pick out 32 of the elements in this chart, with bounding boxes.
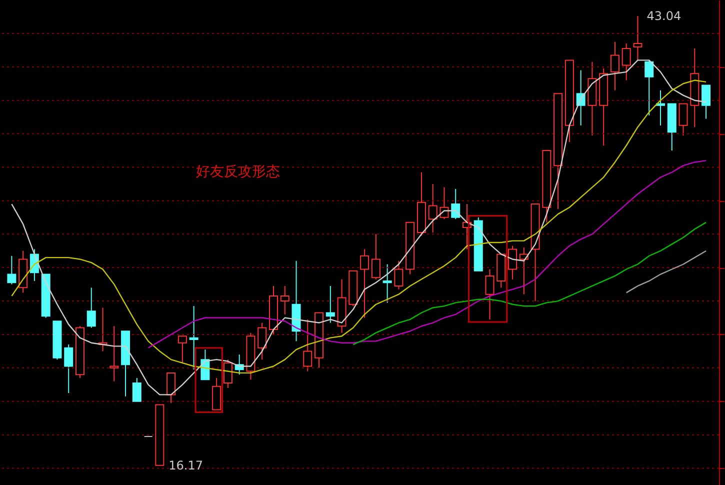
candlestick [702,84,711,120]
candlestick [394,260,404,290]
candlestick [166,372,176,404]
candlestick [508,245,518,280]
candlestick [451,188,460,220]
annotation: 43.04 [646,9,682,24]
candlestick [303,318,312,372]
candlestick [622,42,631,81]
candlestick [656,90,665,126]
candlestick [644,60,654,116]
candlestick [371,234,380,280]
candlestick [678,103,688,136]
candlestick [633,16,642,61]
candlestick [258,322,267,360]
candlestick [132,377,142,402]
candlestick [212,377,222,410]
candlestick [189,306,198,370]
candlestick [178,336,187,364]
annotation: 16.17 [168,458,204,472]
candlestick [86,287,96,328]
candlestick [485,268,494,320]
candlestick [110,326,119,382]
candlestick [428,183,438,233]
candlestick [326,285,335,324]
candlestick [7,255,16,285]
candlestick [64,344,74,394]
annotation: 好友反攻形态 [196,164,280,180]
candlestick [280,285,290,315]
candlestick [610,41,620,91]
candlestick [223,359,232,388]
candlestick [382,264,392,304]
candlestick [360,248,370,318]
